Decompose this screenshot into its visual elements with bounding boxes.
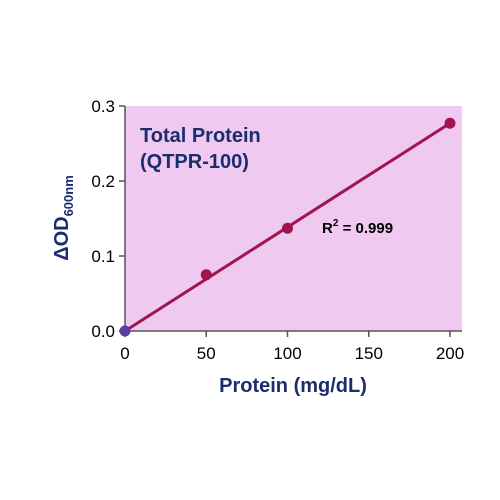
y-axis-title: ΔOD600nm — [51, 175, 76, 261]
x-axis-title: Protein (mg/dL) — [219, 375, 367, 397]
x-tick-label: 150 — [355, 344, 383, 363]
y-tick-label: 0.0 — [91, 322, 115, 341]
chart-title: Total Protein — [140, 125, 261, 147]
y-axis-title-main: ΔOD — [51, 216, 73, 260]
y-tick-label: 0.3 — [91, 97, 115, 116]
r-squared-superscript: 2 — [333, 218, 339, 229]
y-tick-label: 0.2 — [91, 172, 115, 191]
x-tick-label: 0 — [120, 344, 129, 363]
r-squared-annotation: R2 = 0.999 — [322, 218, 393, 237]
x-tick-label: 50 — [197, 344, 216, 363]
data-point — [444, 117, 456, 129]
y-tick-label: 0.1 — [91, 247, 115, 266]
r-squared-value: = 0.999 — [338, 220, 393, 237]
x-tick-label: 100 — [273, 344, 301, 363]
x-tick-label: 200 — [436, 344, 464, 363]
r-squared-label: R — [322, 220, 333, 237]
chart-subtitle: (QTPR-100) — [140, 151, 249, 173]
data-point — [200, 269, 212, 281]
y-axis-title-subscript: 600nm — [61, 175, 76, 216]
data-point — [119, 325, 131, 337]
data-point — [282, 222, 293, 234]
